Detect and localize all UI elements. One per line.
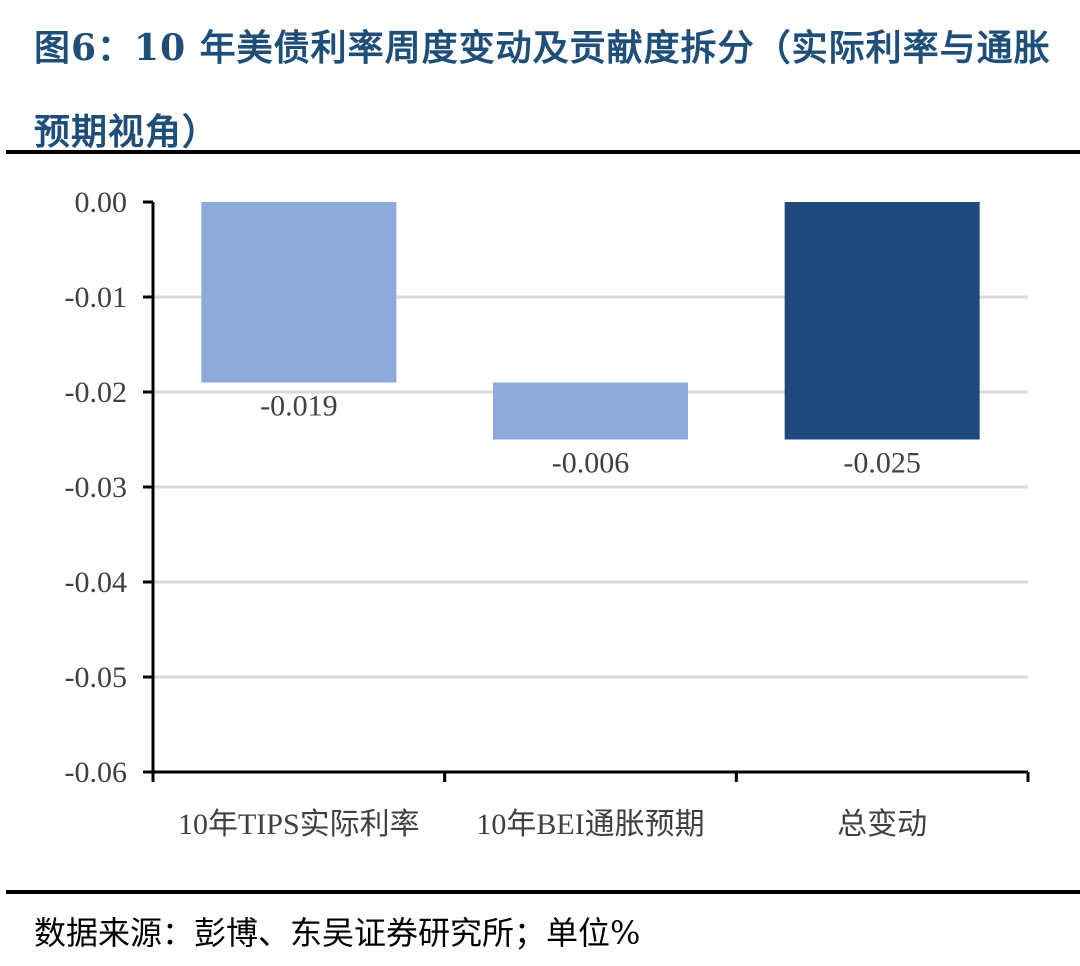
data-label: -0.006 (552, 447, 630, 480)
bar (493, 382, 688, 440)
x-tick-label: 10年TIPS实际利率 (178, 808, 420, 841)
data-label: -0.025 (843, 447, 921, 480)
chart-title: 图6：10 年美债利率周度变动及贡献度拆分（实际利率与通胀预期视角） (34, 27, 1051, 153)
source-note: 数据来源：彭博、东吴证券研究所；单位% (34, 914, 641, 952)
y-tick-label: -0.01 (65, 281, 128, 314)
y-tick-label: -0.04 (65, 566, 128, 599)
data-label: -0.019 (260, 390, 338, 423)
bar (784, 202, 980, 440)
y-tick-label: -0.02 (65, 376, 128, 409)
x-tick-label: 总变动 (837, 808, 927, 841)
bar (201, 202, 397, 383)
top-rule (6, 150, 1080, 154)
y-tick-label: -0.06 (65, 756, 128, 789)
x-tick-label: 10年BEI通胀预期 (476, 808, 704, 841)
bottom-rule (6, 890, 1080, 894)
waterfall-chart: 0.00 -0.01 -0.02 -0.03 -0.04 -0.05 -0.06 -0.019… (65, 186, 1030, 841)
y-tick-label: -0.03 (65, 471, 128, 504)
y-tick-label: -0.05 (65, 661, 128, 694)
y-tick-label: 0.00 (75, 186, 128, 219)
